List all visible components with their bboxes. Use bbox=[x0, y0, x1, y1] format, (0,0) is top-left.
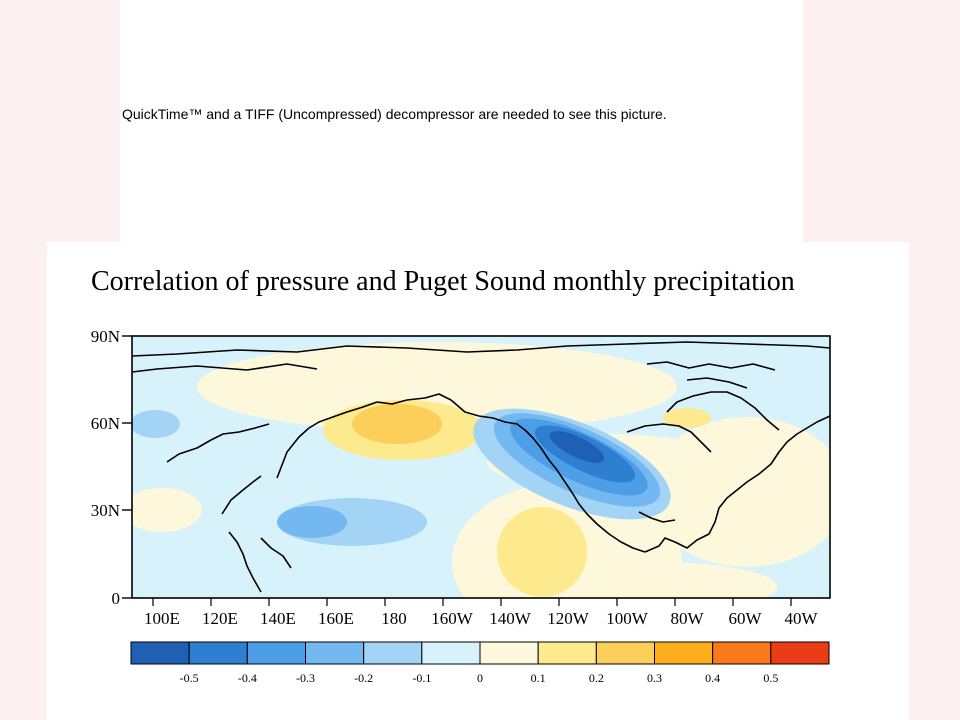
map-plot: 90N 60N 30N 0 100E 120E 140E 160E 180 16… bbox=[91, 327, 831, 685]
colorbar-swatch bbox=[595, 641, 655, 665]
field-pos-west bbox=[132, 488, 202, 532]
field-neg-nw-0.5 bbox=[549, 431, 605, 463]
colorbar-swatch bbox=[363, 641, 423, 665]
colorbar-swatch bbox=[654, 641, 714, 665]
lon-label-60w: 60W bbox=[728, 609, 762, 628]
field-pos-arctic bbox=[197, 342, 677, 432]
colorbar: -0.5 -0.4 -0.3 -0.2 -0.1 0 0.1 0.2 0.3 0.4 0.5 bbox=[130, 641, 830, 685]
lon-label-140w: 140W bbox=[489, 609, 532, 628]
colorbar-label: 0 bbox=[477, 671, 483, 685]
field-pos-mexico-0.2 bbox=[497, 507, 587, 597]
colorbar-swatch bbox=[770, 641, 830, 665]
lon-label-120e: 120E bbox=[202, 609, 238, 628]
lon-label-160e: 160E bbox=[318, 609, 354, 628]
colorbar-label: 0.3 bbox=[647, 671, 662, 685]
colorbar-label: -0.2 bbox=[354, 671, 373, 685]
colorbar-swatch bbox=[479, 641, 539, 665]
colorbar-swatch bbox=[188, 641, 248, 665]
colorbar-label: -0.5 bbox=[180, 671, 199, 685]
plot-frame bbox=[131, 335, 831, 599]
lon-label-80w: 80W bbox=[670, 609, 704, 628]
lat-label-60n: 60N bbox=[91, 414, 120, 433]
field-neg-pacific-0.3 bbox=[277, 506, 347, 538]
colorbar-label: 0.2 bbox=[589, 671, 604, 685]
colorbar-swatch bbox=[130, 641, 190, 665]
colorbar-label: -0.3 bbox=[296, 671, 315, 685]
lat-axis: 90N 60N 30N 0 bbox=[91, 327, 132, 608]
lon-axis: 100E 120E 140E 160E 180 160W 140W 120W 1… bbox=[144, 598, 818, 628]
correlation-field bbox=[132, 336, 830, 598]
lon-label-120w: 120W bbox=[547, 609, 590, 628]
lon-label-140e: 140E bbox=[260, 609, 296, 628]
correlation-map-figure: Correlation of pressure and Puget Sound … bbox=[47, 242, 909, 720]
lat-label-0: 0 bbox=[112, 589, 121, 608]
colorbar-label: -0.1 bbox=[412, 671, 431, 685]
colorbar-label: 0.4 bbox=[705, 671, 720, 685]
lon-label-100w: 100W bbox=[606, 609, 649, 628]
colorbar-label: 0.1 bbox=[531, 671, 546, 685]
lon-label-180: 180 bbox=[381, 609, 407, 628]
lon-label-160w: 160W bbox=[431, 609, 474, 628]
field-neg-west bbox=[132, 410, 180, 438]
colorbar-swatch bbox=[712, 641, 772, 665]
figure-title: Correlation of pressure and Puget Sound … bbox=[91, 266, 795, 297]
colorbar-label: -0.4 bbox=[238, 671, 257, 685]
colorbar-swatch bbox=[246, 641, 306, 665]
colorbar-swatch bbox=[537, 641, 597, 665]
field-pos-canada-0.2 bbox=[663, 408, 711, 428]
placeholder-message: QuickTime™ and a TIFF (Uncompressed) dec… bbox=[122, 106, 667, 122]
field-pos-bering-0.3 bbox=[352, 404, 442, 444]
lon-label-100e: 100E bbox=[144, 609, 180, 628]
colorbar-swatch bbox=[305, 641, 365, 665]
lat-label-90n: 90N bbox=[91, 327, 120, 346]
colorbar-swatch bbox=[421, 641, 481, 665]
missing-picture-placeholder: QuickTime™ and a TIFF (Uncompressed) dec… bbox=[120, 0, 803, 243]
lon-label-40w: 40W bbox=[784, 609, 818, 628]
coastlines bbox=[132, 341, 830, 593]
field-pos-tropics bbox=[537, 562, 777, 598]
colorbar-label: 0.5 bbox=[763, 671, 778, 685]
lat-label-30n: 30N bbox=[91, 501, 120, 520]
